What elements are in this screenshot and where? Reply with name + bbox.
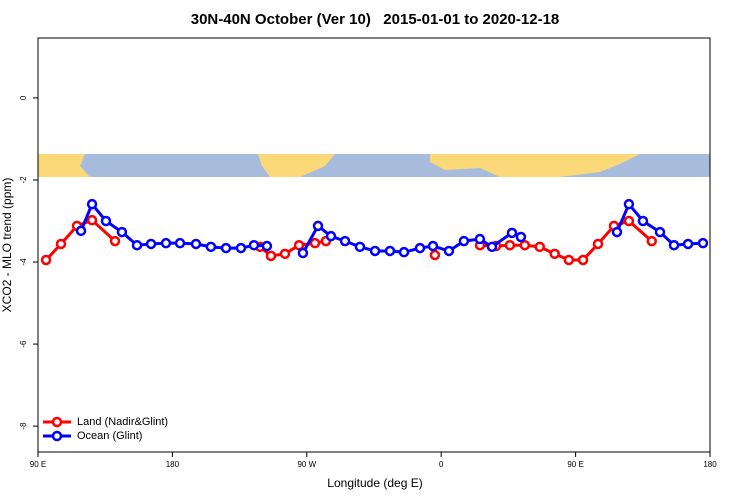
data-point <box>86 198 98 210</box>
x-tick-label: 180 <box>166 460 180 469</box>
data-point <box>261 240 273 252</box>
data-point <box>534 241 546 253</box>
data-point <box>414 242 426 254</box>
data-point <box>577 254 589 266</box>
chart-title: 30N-40N October (Ver 10) 2015-01-01 to 2… <box>191 11 560 28</box>
data-point <box>205 241 217 253</box>
data-point <box>279 248 291 260</box>
data-point <box>55 238 67 250</box>
data-point <box>668 239 680 251</box>
data-point <box>220 242 232 254</box>
x-tick-label: 180 <box>703 460 717 469</box>
land-shape <box>258 154 335 177</box>
data-point <box>312 220 324 232</box>
data-point <box>637 215 649 227</box>
data-point <box>443 245 455 257</box>
data-point <box>174 237 186 249</box>
data-point <box>293 239 305 251</box>
data-point <box>265 250 277 262</box>
data-point <box>623 215 635 227</box>
data-point <box>339 235 351 247</box>
data-point <box>86 214 98 226</box>
x-tick-label: 90 E <box>30 460 46 469</box>
data-point <box>474 233 486 245</box>
data-point <box>354 241 366 253</box>
plot-frame <box>37 37 711 453</box>
data-point <box>369 245 381 257</box>
y-tick-label: -8 <box>19 422 28 430</box>
data-point <box>654 226 666 238</box>
legend-marker <box>51 430 63 442</box>
y-tick-label: -4 <box>19 258 28 266</box>
data-point <box>549 248 560 260</box>
x-tick-label: 90 W <box>297 460 316 469</box>
land-shape <box>38 154 90 177</box>
data-point <box>40 254 52 266</box>
data-point <box>109 235 121 247</box>
data-point <box>506 227 518 239</box>
data-point <box>519 239 531 251</box>
data-point <box>297 247 309 259</box>
x-axis-label: Longitude (deg E) <box>327 476 422 490</box>
data-point <box>504 239 516 251</box>
map-band <box>38 154 710 177</box>
data-point <box>646 235 658 247</box>
data-point <box>623 198 635 210</box>
y-axis-label: XCO2 - MLO trend (ppm) <box>0 178 14 313</box>
legend-label: Ocean (Glint) <box>77 430 142 442</box>
data-point <box>145 238 157 250</box>
data-point <box>458 235 470 247</box>
data-point <box>309 237 321 249</box>
data-point <box>563 254 575 266</box>
data-point <box>486 241 498 253</box>
y-tick-label: 0 <box>19 95 28 100</box>
data-point <box>190 238 202 250</box>
data-point <box>235 242 247 254</box>
x-tick-label: 90 E <box>567 460 583 469</box>
data-point <box>592 238 604 250</box>
legend-marker <box>51 416 63 428</box>
data-point <box>384 245 396 257</box>
data-point <box>75 225 87 237</box>
data-point <box>248 239 260 251</box>
data-point <box>515 231 527 243</box>
legend: Land (Nadir&Glint) Ocean (Glint) <box>43 416 168 442</box>
data-point <box>697 237 709 249</box>
data-point <box>682 238 694 250</box>
data-point <box>325 230 337 242</box>
data-point <box>131 239 143 251</box>
land-shape <box>430 154 640 177</box>
data-point <box>100 215 112 227</box>
data-point <box>429 249 441 261</box>
data-point <box>611 226 623 238</box>
legend-label: Land (Nadir&Glint) <box>77 416 168 428</box>
data-point <box>116 226 128 238</box>
y-tick-label: -2 <box>19 176 28 184</box>
x-tick-label: 0 <box>439 460 444 469</box>
data-point <box>398 246 410 258</box>
y-tick-label: -6 <box>19 340 28 348</box>
data-point <box>427 240 439 252</box>
data-point <box>160 237 172 249</box>
